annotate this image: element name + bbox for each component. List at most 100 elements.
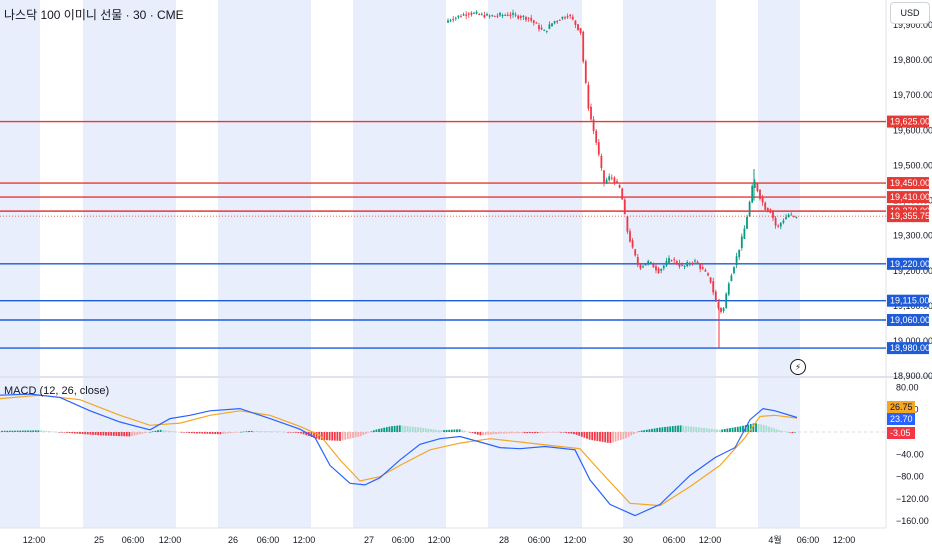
macd-histogram-bar [255, 431, 258, 432]
macd-histogram-bar [463, 430, 466, 432]
macd-histogram-bar [339, 432, 341, 441]
macd-histogram-bar [448, 429, 451, 432]
macd-histogram-bar [588, 432, 591, 440]
macd-histogram-bar [344, 432, 347, 440]
time-tick-label: 12:00 [293, 535, 316, 545]
macd-tick-label: −120.00 [896, 494, 929, 504]
candle-body [467, 13, 470, 15]
macd-histogram-bar [596, 432, 599, 442]
candle-body [499, 12, 501, 16]
macd-histogram-bar [450, 429, 453, 432]
macd-histogram-bar [469, 432, 471, 433]
macd-histogram-bar [635, 432, 638, 433]
candle-body [662, 265, 665, 269]
macd-histogram-bar [94, 432, 97, 436]
candle-body [735, 256, 738, 266]
macd-histogram-bar [71, 432, 74, 434]
macd-histogram-bar [222, 432, 224, 434]
macd-histogram-bar [677, 425, 679, 432]
macd-histogram-bar [643, 430, 646, 432]
macd-histogram-bar [612, 432, 614, 443]
candle-body [449, 20, 452, 22]
macd-histogram-bar [638, 431, 640, 433]
candle-body [691, 262, 694, 264]
candle-body [605, 179, 608, 183]
candle-body [790, 214, 793, 216]
macd-histogram-bar [385, 427, 388, 432]
macd-histogram-bar [528, 432, 531, 434]
candle-body [764, 202, 767, 210]
macd-histogram-bar [742, 425, 744, 432]
macd-histogram-bar [661, 427, 664, 432]
macd-histogram-bar [224, 432, 227, 434]
macd-histogram-bar [170, 430, 172, 432]
macd-histogram-bar [723, 428, 726, 432]
candle-body [556, 21, 559, 23]
time-tick-label: 12:00 [564, 535, 587, 545]
candle-body [561, 16, 564, 19]
macd-histogram-bar [175, 431, 178, 433]
macd-histogram-bar [427, 428, 430, 432]
candle-body [600, 155, 603, 168]
macd-histogram-bar [547, 432, 549, 433]
macd-histogram-bar [424, 428, 427, 432]
macd-histogram-bar [3, 430, 6, 432]
candle-body [636, 257, 639, 266]
macd-histogram-bar [684, 425, 687, 432]
macd-histogram-bar [216, 432, 219, 435]
macd-histogram-bar [700, 427, 703, 432]
candle-body [694, 260, 696, 262]
macd-histogram-bar [539, 432, 542, 434]
time-tick-label: 12:00 [159, 535, 182, 545]
macd-histogram-bar [92, 432, 94, 435]
macd-tick-label: −80.00 [896, 472, 924, 482]
macd-histogram-bar [362, 432, 365, 435]
support-level-badge [887, 342, 929, 355]
macd-histogram-bar [284, 431, 287, 433]
macd-histogram-bar [456, 429, 458, 432]
macd-histogram-bar [591, 432, 594, 441]
candle-body [538, 25, 540, 30]
macd-histogram-bar [310, 432, 313, 437]
macd-histogram-bar [666, 426, 669, 432]
macd-histogram-bar [552, 432, 555, 433]
candle-body [714, 291, 717, 302]
macd-histogram-bar [102, 432, 105, 436]
macd-histogram-bar [40, 430, 42, 432]
macd-histogram-bar [125, 432, 128, 437]
macd-histogram-bar [557, 432, 560, 433]
macd-histogram-bar [245, 431, 248, 432]
macd-histogram-bar [198, 432, 201, 434]
macd-histogram-bar [21, 430, 24, 432]
macd-histogram-bar [487, 432, 490, 435]
macd-histogram-bar [294, 432, 297, 433]
macd-histogram-bar [47, 431, 50, 432]
macd-histogram-bar [263, 431, 266, 432]
candle-body [740, 236, 743, 249]
macd-histogram-bar [760, 424, 763, 432]
macd-histogram-bar [154, 430, 157, 432]
macd-histogram-bar [258, 431, 261, 432]
macd-histogram-bar [159, 429, 162, 432]
currency-label[interactable]: USD [890, 2, 930, 24]
macd-histogram-bar [29, 430, 32, 432]
macd-histogram-bar [645, 429, 648, 432]
macd-histogram-bar [287, 432, 289, 433]
macd-histogram-bar [518, 432, 521, 434]
macd-macd-value: 23.70 [890, 414, 913, 424]
macd-histogram-bar [242, 431, 245, 433]
candle-body [486, 14, 488, 16]
price-tick-label: 19,900.00 [893, 20, 932, 30]
macd-histogram-bar [567, 432, 570, 434]
candle-body [634, 249, 637, 256]
support-level-label: 18,980.00 [890, 343, 930, 353]
macd-histogram-bar [583, 432, 586, 438]
candle-body [509, 14, 512, 16]
macd-histogram-bar [261, 431, 263, 432]
time-tick-label: 12:00 [833, 535, 856, 545]
lightning-icon[interactable]: ⚡ [790, 359, 806, 375]
candle-body [766, 207, 769, 212]
resistance-level-badge [887, 115, 929, 128]
candle-body [574, 20, 577, 25]
